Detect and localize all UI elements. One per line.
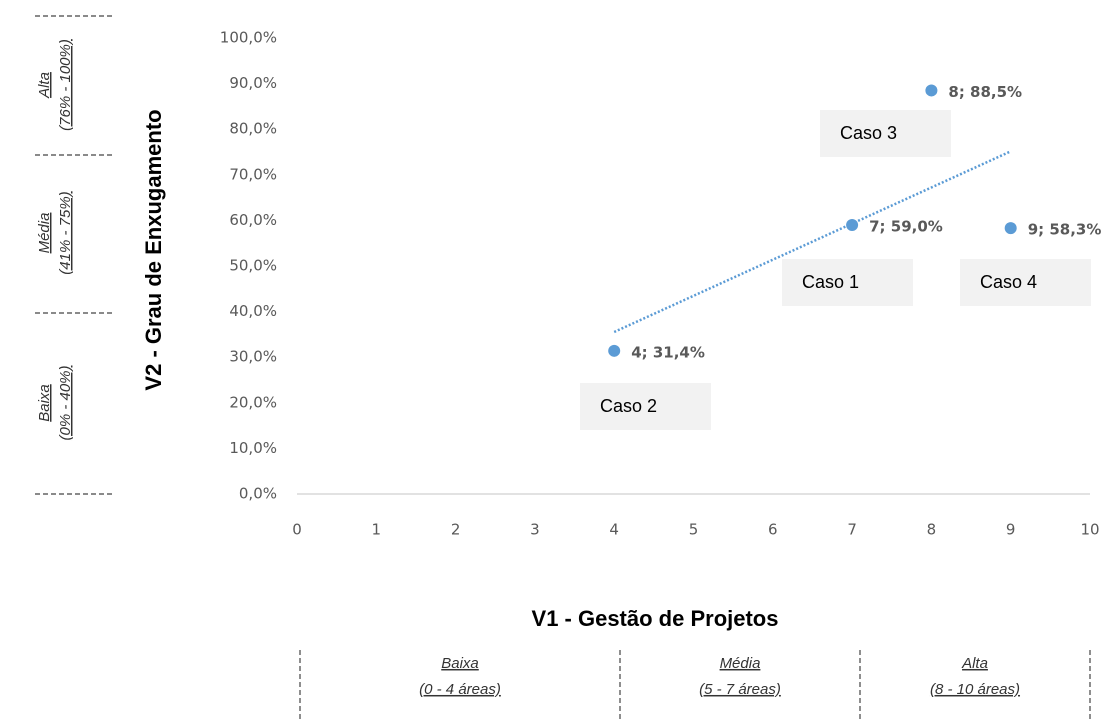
y-tick-label: 50,0% bbox=[229, 257, 277, 275]
x-tick-label: 1 bbox=[372, 521, 382, 539]
y-tick-label: 20,0% bbox=[229, 393, 277, 411]
data-label: 9; 58,3% bbox=[1028, 221, 1102, 239]
annotation-box bbox=[820, 110, 951, 157]
annotation: Caso 2 bbox=[600, 396, 657, 416]
band-range: (41% - 75%) bbox=[57, 191, 74, 274]
x-axis-title: V1 - Gestão de Projetos bbox=[532, 606, 779, 631]
annotation-box bbox=[782, 259, 913, 306]
y-tick-label: 100,0% bbox=[220, 29, 277, 47]
x-band-separators bbox=[299, 650, 1091, 720]
x-tick-label: 2 bbox=[451, 521, 461, 539]
x-tick-label: 4 bbox=[609, 521, 619, 539]
x-tick-label: 9 bbox=[1006, 521, 1016, 539]
data-label: 8; 88,5% bbox=[948, 83, 1022, 101]
annotation: Caso 1 bbox=[802, 272, 859, 292]
band-range: (5 - 7 áreas) bbox=[699, 681, 781, 698]
annotation-box bbox=[580, 383, 711, 430]
x-tick-label: 6 bbox=[768, 521, 778, 539]
x-tick-label: 8 bbox=[927, 521, 937, 539]
band-name: Média bbox=[36, 213, 53, 254]
annotation: Caso 3 bbox=[840, 123, 897, 143]
y-tick-label: 40,0% bbox=[229, 302, 277, 320]
band-range: (0% - 40%) bbox=[57, 365, 74, 440]
x-tick-label: 10 bbox=[1080, 521, 1099, 539]
band-name: Baixa bbox=[441, 655, 479, 672]
y-tick-label: 90,0% bbox=[229, 74, 277, 92]
annotation-box bbox=[960, 259, 1091, 306]
point bbox=[1004, 222, 1017, 235]
trendline bbox=[613, 150, 1012, 334]
y-tick-label: 30,0% bbox=[229, 348, 277, 366]
point bbox=[608, 344, 621, 357]
point bbox=[925, 84, 938, 97]
data-label: 4; 31,4% bbox=[631, 343, 705, 361]
y-tick-label: 60,0% bbox=[229, 211, 277, 229]
x-tick-label: 3 bbox=[530, 521, 540, 539]
y-tick-label: 10,0% bbox=[229, 439, 277, 457]
x-tick-label: 5 bbox=[689, 521, 699, 539]
band-range: (0 - 4 áreas) bbox=[419, 681, 501, 698]
x-tick-label: 0 bbox=[292, 521, 302, 539]
x-tick-label: 7 bbox=[847, 521, 857, 539]
band-name: Alta bbox=[36, 72, 53, 99]
y-band-separators bbox=[35, 15, 115, 495]
band-range: (76% - 100%) bbox=[57, 39, 74, 131]
y-tick-label: 80,0% bbox=[229, 120, 277, 138]
band-range: (8 - 10 áreas) bbox=[930, 681, 1020, 698]
y-tick-label: 0,0% bbox=[239, 485, 277, 503]
y-axis-title: V2 - Grau de Enxugamento bbox=[141, 109, 166, 390]
point bbox=[846, 218, 859, 231]
y-tick-label: 70,0% bbox=[229, 165, 277, 183]
band-name: Baixa bbox=[36, 384, 53, 422]
data-label: 7; 59,0% bbox=[869, 217, 943, 235]
band-name: Média bbox=[720, 655, 761, 672]
annotation: Caso 4 bbox=[980, 272, 1037, 292]
band-name: Alta bbox=[961, 655, 988, 672]
